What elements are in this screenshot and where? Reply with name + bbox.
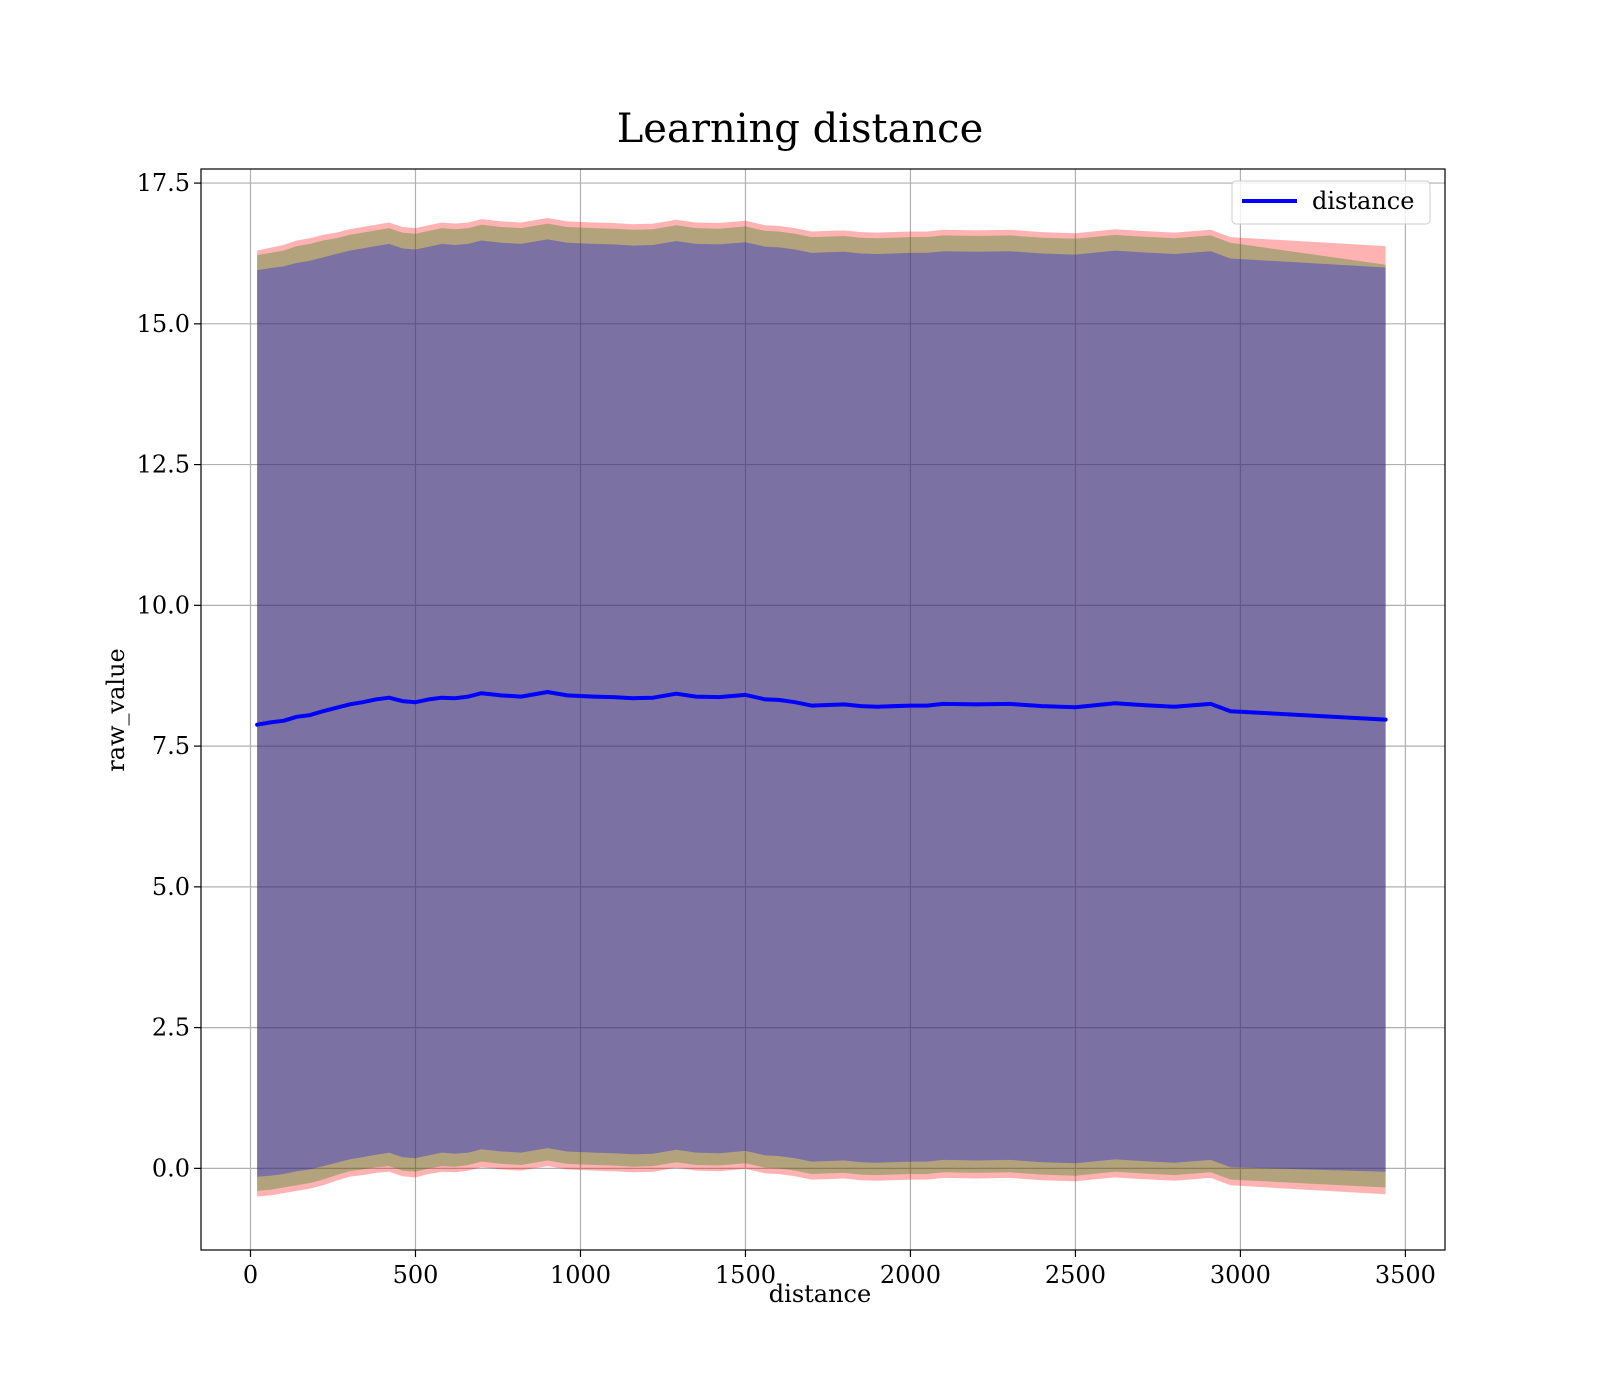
confidence-band xyxy=(257,218,1386,1197)
y-axis-label: raw_value xyxy=(102,648,130,772)
x-tick-label: 0 xyxy=(243,1261,258,1289)
grid-lines xyxy=(201,169,1445,1250)
band-group xyxy=(257,218,1386,1197)
plot-frame xyxy=(200,168,1446,1251)
y-tick-label: 0.0 xyxy=(152,1154,190,1182)
series-line xyxy=(255,690,1388,727)
x-axis-label: distance xyxy=(769,1280,871,1308)
x-tick-label: 1000 xyxy=(550,1261,611,1289)
series-group xyxy=(255,690,1388,727)
y-axis: 0.0 2.5 5.0 7.5 10.0 12.5 15.0 17.5 xyxy=(137,169,201,1182)
y-tick-label: 5.0 xyxy=(152,873,190,901)
y-tick-label: 2.5 xyxy=(152,1014,190,1042)
y-tick-label: 15.0 xyxy=(137,310,190,338)
x-axis: 0 500 1000 1500 2000 2500 3000 3500 xyxy=(243,1250,1436,1289)
x-tick-label: 3500 xyxy=(1375,1261,1436,1289)
y-tick-label: 7.5 xyxy=(152,732,190,760)
x-tick-label: 2500 xyxy=(1045,1261,1106,1289)
y-tick-label: 17.5 xyxy=(137,169,190,197)
legend: distance xyxy=(1231,180,1431,225)
confidence-band xyxy=(257,223,1386,1191)
legend-box xyxy=(1231,180,1431,225)
y-tick-label: 10.0 xyxy=(137,591,190,619)
x-tick-label: 500 xyxy=(393,1261,439,1289)
y-tick-label: 12.5 xyxy=(137,451,190,479)
chart-title: Learning distance xyxy=(617,106,984,152)
confidence-band xyxy=(257,239,1386,1177)
x-tick-label: 3000 xyxy=(1210,1261,1271,1289)
x-tick-label: 2000 xyxy=(880,1261,941,1289)
legend-label: distance xyxy=(1312,187,1414,215)
x-tick-label: 1500 xyxy=(715,1261,776,1289)
